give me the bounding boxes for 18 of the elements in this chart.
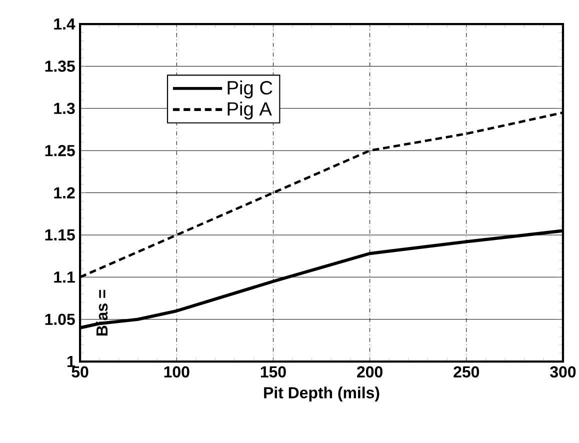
x-tick-label: 300 (550, 366, 576, 378)
x-tick-label: 200 (357, 366, 382, 378)
y-tick-label: 1.1 (54, 272, 75, 283)
y-tick-label: 1.05 (45, 314, 75, 326)
y-tick-label: 1.4 (54, 18, 76, 30)
y-tick-label: 1 (67, 356, 75, 368)
legend-label: Pig A (228, 102, 272, 120)
x-axis-title: Pit Depth (mils) (264, 386, 380, 402)
x-tick-label: 250 (454, 366, 480, 378)
y-tick-label: 1.2 (54, 187, 75, 198)
x-tick-label: 50 (72, 366, 88, 378)
y-tick-label: 1.3 (54, 102, 75, 114)
y-tick-label: 1.15 (45, 229, 75, 241)
y-tick-label: 1.25 (45, 144, 75, 156)
x-tick-label: 150 (260, 366, 286, 378)
x-tick-label: 100 (164, 366, 190, 378)
y-tick-label: 1.35 (45, 60, 75, 72)
legend-label: Pig C (228, 80, 272, 98)
